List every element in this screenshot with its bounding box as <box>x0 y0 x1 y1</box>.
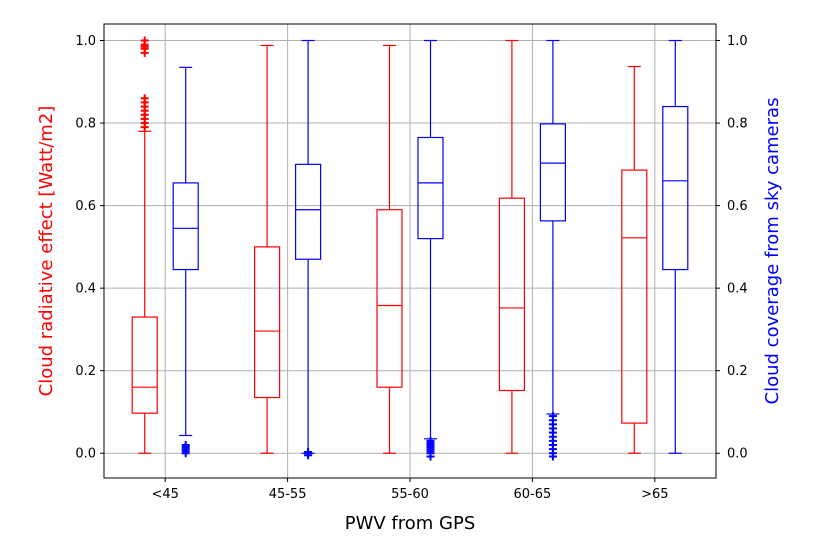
box-iqr <box>498 197 525 392</box>
box-iqr <box>295 163 322 260</box>
box-iqr <box>539 123 567 222</box>
box-iqr <box>417 136 444 240</box>
x-tick-label: <45 <box>151 487 178 502</box>
box-blue-3 <box>539 39 567 461</box>
box-iqr <box>376 209 403 388</box>
y-tick-label-right: 0.0 <box>727 447 748 462</box>
box-blue-2 <box>417 39 444 461</box>
x-tick-label: >65 <box>641 487 668 502</box>
y-tick-label-left: 0.0 <box>75 447 96 462</box>
y-tick-label-left: 0.8 <box>75 117 96 132</box>
x-tick-label: 45-55 <box>269 487 307 502</box>
box-red-3 <box>498 39 525 454</box>
y-tick-label-right: 0.6 <box>727 199 748 214</box>
x-axis-label: PWV from GPS <box>345 513 476 534</box>
box-blue-1 <box>295 39 322 460</box>
box-red-2 <box>376 44 403 454</box>
y-tick-label-right: 0.2 <box>727 364 748 379</box>
y-tick-label-right: 0.8 <box>727 117 748 132</box>
boxes <box>131 36 689 461</box>
box-iqr <box>621 169 648 424</box>
x-tick-label: 60-65 <box>514 487 552 502</box>
y-axis-left-label: Cloud radiative effect [Watt/m2] <box>36 106 57 397</box>
box-blue-4 <box>662 39 689 454</box>
y-tick-label-left: 1.0 <box>75 34 96 49</box>
grid <box>104 24 716 478</box>
y-axis-right-label: Cloud coverage from sky cameras <box>762 98 783 405</box>
x-tick-label: 55-60 <box>391 487 429 502</box>
y-tick-label-left: 0.4 <box>75 282 96 297</box>
y-tick-label-left: 0.2 <box>75 364 96 379</box>
box-iqr <box>131 316 158 414</box>
box-iqr <box>662 105 689 271</box>
box-red-1 <box>254 44 281 454</box>
box-blue-0 <box>172 66 199 458</box>
box-red-4 <box>621 65 648 454</box>
box-red-0 <box>131 36 158 454</box>
y-tick-label-right: 0.4 <box>727 282 748 297</box>
y-tick-label-left: 0.6 <box>75 199 96 214</box>
y-tick-label-right: 1.0 <box>727 34 748 49</box>
box-iqr <box>172 182 199 271</box>
axes: 0.0 0.0 0.2 0.2 0.4 0.4 0.6 0.6 0.8 0.8 1.0 1.0 <45 4… <box>75 34 747 502</box>
box-iqr <box>254 246 281 399</box>
